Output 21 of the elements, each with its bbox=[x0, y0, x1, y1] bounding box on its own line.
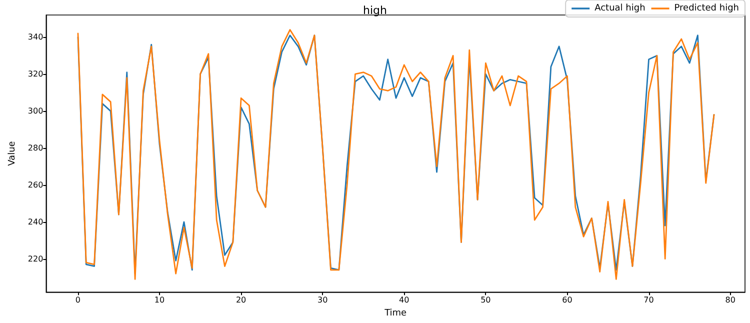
y-tick-label: 340 bbox=[28, 32, 44, 42]
x-tick-label: 70 bbox=[644, 296, 654, 305]
x-tick-label: 80 bbox=[725, 296, 736, 305]
x-tick-label: 0 bbox=[75, 296, 81, 305]
x-tick-label: 40 bbox=[399, 296, 410, 305]
x-tick-label: 60 bbox=[562, 296, 572, 305]
legend-label: Predicted high bbox=[674, 4, 740, 14]
y-tick-label: 320 bbox=[28, 70, 44, 79]
y-tick-label: 280 bbox=[28, 144, 44, 153]
x-tick-label: 50 bbox=[480, 296, 491, 305]
y-tick-label: 220 bbox=[28, 254, 44, 264]
x-tick-label: 10 bbox=[154, 296, 165, 305]
x-tick-label: 30 bbox=[318, 296, 328, 305]
y-axis-title: Value bbox=[8, 140, 18, 166]
x-axis-title: Time bbox=[384, 308, 408, 318]
x-tick-label: 20 bbox=[236, 296, 246, 305]
legend-label: Actual high bbox=[594, 4, 646, 14]
y-tick-label: 240 bbox=[28, 217, 44, 226]
y-tick-label: 300 bbox=[28, 106, 44, 116]
chart-title: high bbox=[363, 4, 388, 17]
y-tick-label: 260 bbox=[28, 180, 44, 190]
